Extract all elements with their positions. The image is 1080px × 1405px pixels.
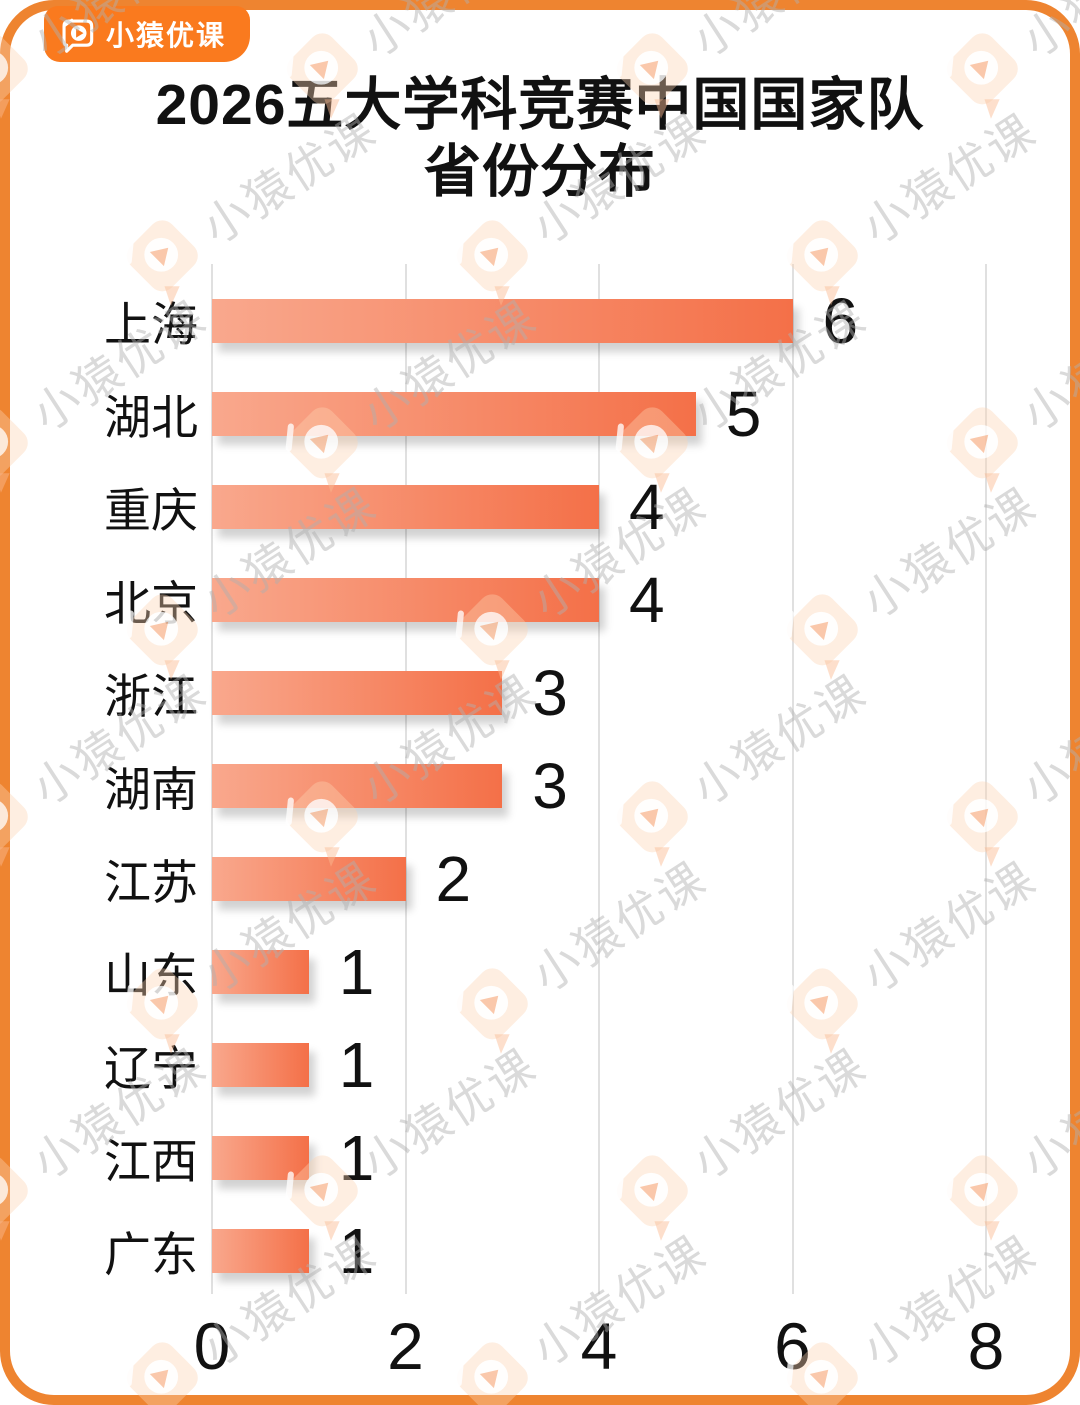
bar [212, 1042, 309, 1087]
bar-row-江苏: 江苏 2 [98, 832, 986, 925]
bar-row-湖北: 湖北 5 [98, 367, 986, 460]
value-label: 2 [435, 842, 472, 915]
value-label: 3 [532, 656, 568, 729]
chart-title: 2026五大学科竞赛中国国家队 省份分布 [0, 72, 1080, 207]
bar-row-重庆: 重庆 4 [98, 460, 986, 553]
category-label: 江西 [104, 1135, 198, 1188]
value-label: 4 [629, 563, 665, 636]
x-axis-tick-0: 0 [193, 1309, 231, 1383]
bar-track: 1 [212, 1122, 986, 1194]
watermark-text: 小猿优课 [1013, 290, 1080, 442]
bar [212, 577, 599, 622]
book-play-watermark-icon [0, 1155, 28, 1241]
chart-title-line1: 2026五大学科竞赛中国国家队 [155, 73, 925, 137]
bar-track: 4 [212, 564, 986, 636]
category-label: 江苏 [104, 856, 198, 909]
bar [212, 949, 309, 994]
book-play-watermark-icon [0, 407, 28, 493]
value-label: 5 [725, 377, 762, 450]
category-label: 山东 [104, 949, 198, 1002]
bar-row-浙江: 浙江 3 [98, 646, 986, 739]
bar [212, 484, 599, 529]
category-label: 浙江 [104, 670, 198, 723]
bar-track: 4 [212, 471, 986, 543]
chart-title-line2: 省份分布 [424, 140, 656, 205]
value-label: 4 [629, 470, 665, 543]
bar-rows: 上海 6 湖北 5 重庆 4 北京 4 浙江 3 湖南 3 江苏 2 山东 1 辽宁 1 江西 1 广东 1 [98, 274, 986, 1297]
watermark-text: 小猿优课 [1008, 0, 1080, 70]
bar [212, 763, 503, 808]
gridline-4 [598, 264, 600, 1294]
value-label: 6 [822, 284, 859, 357]
gridline-8 [985, 264, 987, 1294]
watermark-text: 小猿优课 [348, 0, 548, 70]
watermark-text: 小猿优课 [1013, 1038, 1080, 1190]
category-label: 广东 [104, 1228, 198, 1281]
category-label: 上海 [104, 298, 198, 351]
x-axis-tick-4: 4 [580, 1309, 618, 1383]
value-label: 3 [532, 749, 568, 822]
bar-row-江西: 江西 1 [98, 1111, 986, 1204]
bar-track: 6 [212, 285, 986, 357]
x-axis: 0 2 4 6 8 [194, 1308, 1005, 1383]
category-label: 湖南 [104, 763, 198, 816]
watermark-text: 小猿优课 [678, 0, 878, 70]
brand-badge-label: 小猿优课 [106, 20, 227, 51]
bar-row-辽宁: 辽宁 1 [98, 1018, 986, 1111]
bar-chart: 上海 6 湖北 5 重庆 4 北京 4 浙江 3 湖南 3 江苏 2 山东 1 辽宁 1 江西 1 广东 1 [104, 264, 987, 1294]
book-play-icon [62, 18, 94, 53]
bar-row-上海: 上海 6 [98, 274, 986, 367]
bar [212, 1228, 309, 1273]
category-label: 湖北 [104, 391, 198, 444]
bar [212, 298, 793, 343]
bar-row-湖南: 湖南 3 [98, 739, 986, 832]
bar-track: 1 [212, 1029, 986, 1101]
bar-track: 3 [212, 657, 986, 729]
value-label: 1 [338, 935, 375, 1008]
bar-track: 3 [212, 750, 986, 822]
bar-track: 1 [212, 936, 986, 1008]
x-axis-tick-8: 8 [967, 1309, 1005, 1383]
bar [212, 1135, 309, 1180]
category-label: 辽宁 [104, 1042, 198, 1095]
x-axis-tick-2: 2 [387, 1309, 424, 1383]
bar-track: 2 [212, 843, 986, 915]
watermark-text: 小猿优课 [1013, 664, 1080, 816]
bar-row-广东: 广东 1 [98, 1204, 986, 1297]
category-label: 重庆 [104, 484, 198, 537]
bar-track: 1 [212, 1215, 986, 1287]
bar [212, 391, 696, 436]
value-label: 1 [338, 1121, 375, 1194]
value-label: 1 [338, 1028, 375, 1101]
x-axis-tick-6: 6 [774, 1309, 811, 1383]
bar-track: 5 [212, 378, 986, 450]
bar-row-山东: 山东 1 [98, 925, 986, 1018]
value-label: 1 [338, 1214, 375, 1287]
gridline-6 [791, 264, 794, 1294]
brand-badge: 小猿优课 [44, 6, 251, 62]
category-label: 北京 [104, 577, 198, 630]
book-play-watermark-icon [0, 781, 28, 867]
bar-row-北京: 北京 4 [98, 553, 986, 646]
bar [212, 670, 503, 715]
bar [212, 856, 406, 901]
